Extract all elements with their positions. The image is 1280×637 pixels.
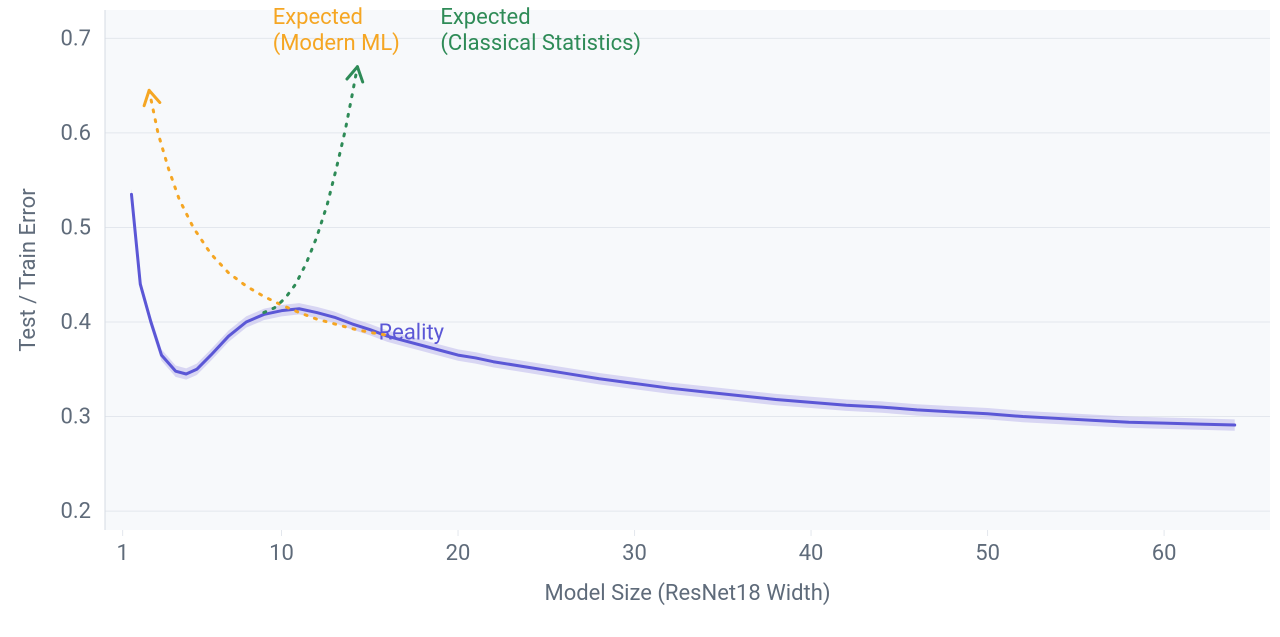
expected-classical-label-1: Expected [440, 5, 530, 30]
reality-label: Reality [379, 320, 445, 345]
chart-svg: 0.2 0.3 0.4 0.5 0.6 0.7 1 10 20 30 40 50 60 Model Siz… [0, 0, 1280, 637]
expected-modern-ml-label-2: (Modern ML) [273, 31, 400, 56]
y-axis-title: Test / Train Error [16, 188, 41, 352]
plot-background [105, 10, 1270, 530]
y-tick-label: 0.6 [60, 121, 91, 146]
x-tick-label: 30 [622, 541, 647, 566]
double-descent-chart: 0.2 0.3 0.4 0.5 0.6 0.7 1 10 20 30 40 50 60 Model Siz… [0, 0, 1280, 637]
x-tick-label: 10 [269, 541, 294, 566]
x-tick-label: 60 [1152, 541, 1177, 566]
y-tick-label: 0.7 [60, 26, 91, 51]
x-tick-label: 40 [799, 541, 824, 566]
expected-modern-ml-label-1: Expected [273, 5, 363, 30]
y-tick-label: 0.4 [60, 310, 91, 335]
x-axis-title: Model Size (ResNet18 Width) [544, 581, 830, 606]
y-tick-label: 0.2 [60, 499, 91, 524]
x-tick-label: 50 [975, 541, 1000, 566]
expected-classical-label-2: (Classical Statistics) [440, 31, 641, 56]
x-tick-label: 20 [446, 541, 471, 566]
y-tick-label: 0.3 [60, 405, 91, 430]
x-tick-label: 1 [116, 541, 128, 566]
y-tick-label: 0.5 [60, 215, 91, 240]
